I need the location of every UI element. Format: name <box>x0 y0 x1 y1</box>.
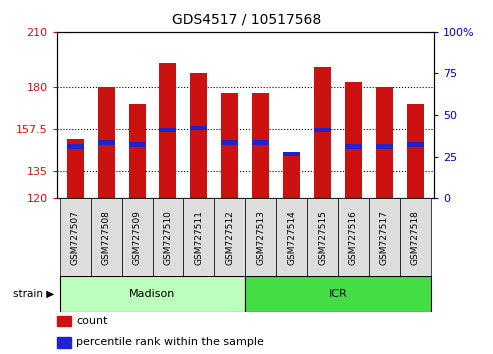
Text: count: count <box>76 316 108 326</box>
Bar <box>122 198 152 276</box>
Text: GSM727517: GSM727517 <box>380 210 389 265</box>
Bar <box>57 337 71 348</box>
Text: percentile rank within the sample: percentile rank within the sample <box>76 337 264 347</box>
Bar <box>67 139 84 198</box>
Text: strain ▶: strain ▶ <box>13 289 54 299</box>
Bar <box>67 144 84 149</box>
Bar <box>376 87 393 198</box>
Bar <box>221 93 238 198</box>
Text: GSM727518: GSM727518 <box>411 210 420 265</box>
Bar <box>183 198 214 276</box>
Bar <box>60 198 91 276</box>
Bar <box>369 198 400 276</box>
Text: GSM727510: GSM727510 <box>164 210 173 265</box>
Text: GSM727512: GSM727512 <box>225 210 234 264</box>
Text: GSM727513: GSM727513 <box>256 210 265 265</box>
Bar <box>252 141 269 145</box>
Text: ICR: ICR <box>329 289 348 299</box>
Bar <box>190 73 208 198</box>
Bar <box>307 198 338 276</box>
Text: GDS4517 / 10517568: GDS4517 / 10517568 <box>172 12 321 27</box>
Bar <box>407 142 424 147</box>
Bar <box>159 63 176 198</box>
Bar <box>152 198 183 276</box>
Bar <box>57 316 71 326</box>
Bar <box>129 104 145 198</box>
Bar <box>159 127 176 132</box>
Bar <box>221 141 238 145</box>
Text: Madison: Madison <box>129 289 176 299</box>
Bar <box>400 198 431 276</box>
Bar <box>98 87 115 198</box>
Text: GSM727511: GSM727511 <box>194 210 204 265</box>
Text: GSM727509: GSM727509 <box>133 210 141 265</box>
Bar <box>345 144 362 149</box>
Text: GSM727514: GSM727514 <box>287 210 296 264</box>
Bar <box>245 276 431 312</box>
Bar <box>214 198 245 276</box>
Text: GSM727508: GSM727508 <box>102 210 110 265</box>
Bar <box>314 127 331 132</box>
Bar <box>407 104 424 198</box>
Bar <box>276 198 307 276</box>
Bar <box>338 198 369 276</box>
Bar <box>60 276 246 312</box>
Text: GSM727515: GSM727515 <box>318 210 327 265</box>
Bar <box>98 141 115 145</box>
Bar <box>283 156 300 198</box>
Bar <box>314 67 331 198</box>
Bar <box>245 198 276 276</box>
Bar <box>129 142 145 147</box>
Bar <box>252 93 269 198</box>
Bar <box>376 144 393 149</box>
Bar <box>190 126 208 130</box>
Bar <box>283 152 300 156</box>
Text: GSM727516: GSM727516 <box>349 210 358 265</box>
Text: GSM727507: GSM727507 <box>70 210 80 265</box>
Bar <box>345 82 362 198</box>
Bar <box>91 198 122 276</box>
